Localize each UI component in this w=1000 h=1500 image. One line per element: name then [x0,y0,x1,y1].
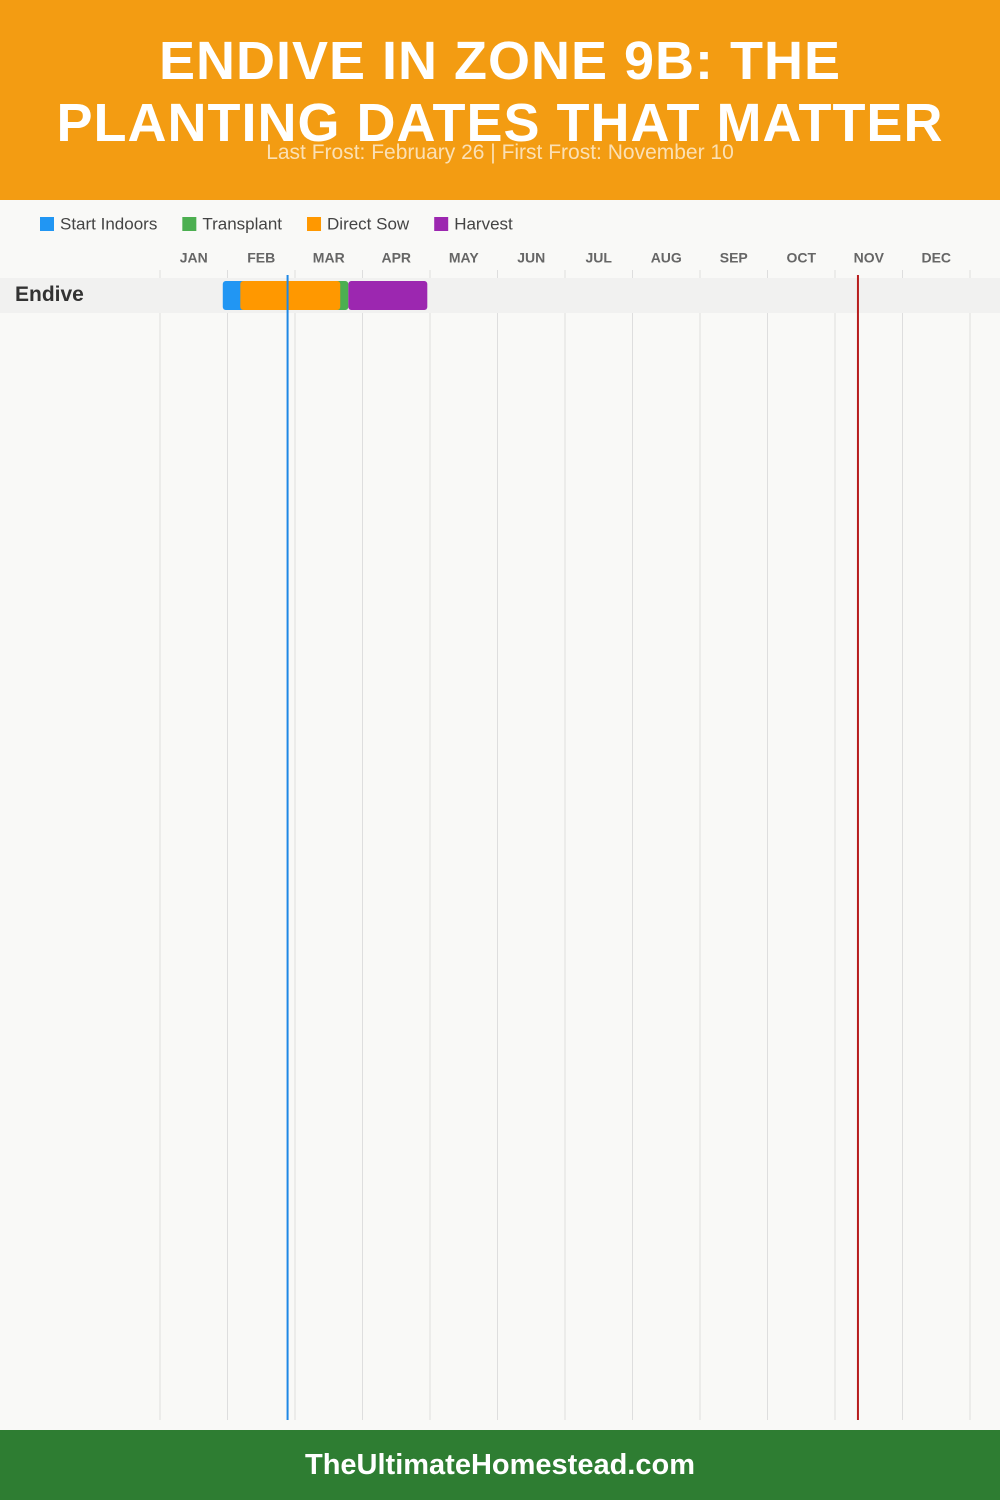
legend-swatch [307,217,322,231]
x-tick-label: NOV [854,250,885,266]
x-tick-label: AUG [651,250,682,266]
row-background [0,278,1000,313]
legend-swatch [182,217,197,231]
legend-label: Harvest [454,214,513,233]
row-label: Endive [15,283,84,306]
x-tick-label: JAN [180,250,208,266]
x-tick-label: MAR [313,250,345,266]
legend-swatch [434,217,449,231]
header: ENDIVE IN ZONE 9B: THE PLANTING DATES TH… [0,0,1000,200]
x-tick-label: JUL [586,250,613,266]
x-tick-label: JUN [517,250,545,266]
x-tick-label: APR [381,250,411,266]
bar [240,281,341,310]
legend-label: Direct Sow [327,214,410,233]
x-tick-label: MAY [449,250,479,266]
chart-subtitle: Last Frost: February 26 | First Frost: N… [266,141,734,164]
legend-label: Start Indoors [60,214,157,233]
chart-title: ENDIVE IN ZONE 9B: THE PLANTING DATES TH… [56,31,944,153]
x-tick-label: DEC [921,250,951,266]
x-tick-label: OCT [786,250,816,266]
bar [348,281,428,310]
x-tick-label: FEB [247,250,275,266]
legend-swatch [40,217,54,231]
footer: TheUltimateHomestead.com [0,1430,1000,1500]
chart: Start Indoors Transplant Direct Sow Harvest… [0,214,1000,1420]
x-tick-label: SEP [720,250,748,266]
legend-label: Transplant [202,214,282,233]
